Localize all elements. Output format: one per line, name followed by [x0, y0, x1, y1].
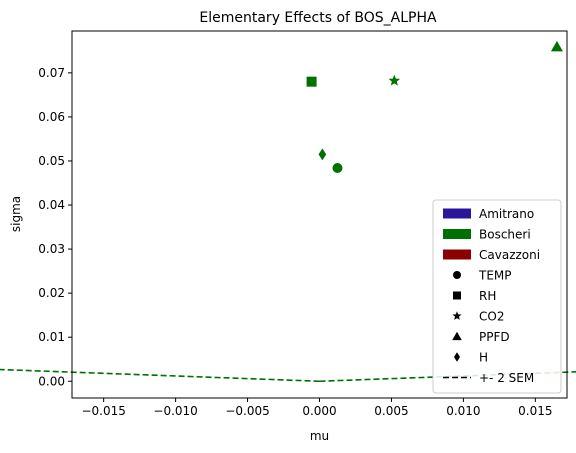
axis-ticks: −0.015 −0.010 −0.005 0.000 0.005 0.010 0.015 0.… [38, 66, 552, 418]
x-tick-label: −0.015 [81, 404, 125, 418]
legend: Amitrano Boscheri Cavazzoni TEMP RH CO2 PPFD H +… [432, 199, 562, 394]
legend-label: Cavazzoni [479, 248, 540, 262]
legend-label: TEMP [478, 269, 512, 283]
legend-label: Amitrano [479, 207, 534, 221]
data-point-h [318, 148, 327, 161]
legend-swatch-cavazzoni [443, 249, 471, 260]
legend-marker-temp [453, 271, 461, 279]
x-axis-label: mu [310, 429, 329, 443]
data-point-ppfd [550, 40, 563, 52]
x-tick-label: 0.005 [374, 404, 408, 418]
legend-marker-group [453, 291, 461, 300]
y-tick-label: 0.06 [38, 110, 65, 124]
y-tick-label: 0.03 [38, 242, 65, 256]
x-tick-label: −0.005 [225, 404, 269, 418]
data-point-co2 [388, 74, 401, 86]
legend-label: H [479, 351, 488, 365]
legend-label: Boscheri [479, 228, 531, 242]
x-tick-label: −0.010 [153, 404, 197, 418]
legend-marker-ppfd [452, 331, 462, 341]
y-tick-label: 0.04 [38, 198, 65, 212]
y-tick-label: 0.05 [38, 154, 65, 168]
data-point-temp [332, 163, 343, 174]
legend-marker-h [453, 352, 461, 362]
legend-marker-group [453, 271, 461, 279]
data-point-rh [306, 76, 317, 87]
legend-label: CO2 [479, 310, 504, 324]
plot-area [0, 40, 576, 383]
x-tick-label: 0.015 [518, 404, 552, 418]
y-tick-label: 0.01 [38, 330, 65, 344]
y-tick-label: 0.07 [38, 66, 65, 80]
legend-marker-group [452, 331, 462, 341]
legend-marker-group [452, 311, 462, 320]
legend-swatch-boscheri [443, 229, 471, 239]
legend-swatch-amitrano [443, 208, 471, 219]
x-tick-label: 0.000 [302, 404, 336, 418]
y-axis-label: sigma [9, 196, 23, 232]
y-tick-label: 0.02 [38, 286, 65, 300]
legend-label: RH [479, 289, 496, 303]
legend-label: +- 2 SEM [479, 371, 534, 385]
legend-marker-group [453, 352, 461, 362]
chart-title: Elementary Effects of BOS_ALPHA [199, 10, 437, 26]
legend-label: PPFD [479, 330, 510, 344]
legend-marker-co2 [452, 311, 462, 320]
x-tick-label: 0.010 [446, 404, 480, 418]
legend-marker-rh [453, 291, 461, 300]
y-tick-label: 0.00 [38, 374, 65, 388]
legend-frame [432, 199, 562, 394]
